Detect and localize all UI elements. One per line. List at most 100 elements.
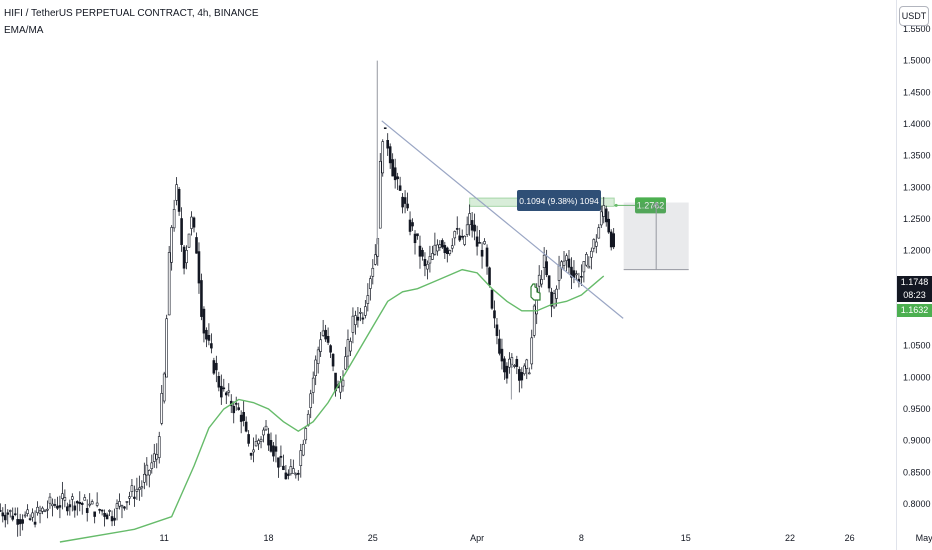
candle-body [244, 421, 248, 432]
time-axis[interactable]: 111825Apr8152226May6 [160, 533, 932, 543]
candle-body [480, 249, 484, 257]
candle-body [354, 315, 357, 325]
candle-body [599, 211, 603, 226]
candle-body [500, 348, 504, 362]
candle-body [453, 231, 457, 239]
candle-body [513, 365, 516, 367]
candle-body [182, 246, 186, 269]
candle-body [406, 203, 409, 209]
candle-body [607, 218, 611, 233]
candle-body [445, 247, 449, 255]
candle-body [364, 306, 367, 316]
candle-body [180, 218, 183, 245]
candle-body [13, 513, 17, 516]
candle-body [93, 511, 96, 517]
candle-body [418, 245, 422, 257]
candle-body [356, 316, 360, 321]
candle-body [48, 496, 52, 504]
candle-body [426, 263, 429, 270]
candle-body [373, 254, 377, 265]
candle-body [85, 508, 89, 513]
candle-body [398, 185, 402, 191]
ema-line [59, 268, 605, 543]
candle-body [254, 441, 258, 447]
candle-body [148, 470, 151, 476]
candle-body [585, 254, 588, 266]
candle-body [458, 235, 462, 241]
candle-body [450, 245, 454, 249]
measure-label: 0.1094 (9.38%) 1094 [519, 196, 599, 206]
candle-body [433, 244, 437, 255]
candle-body [455, 228, 459, 230]
candle-body [227, 390, 231, 393]
candle-body [555, 288, 558, 299]
candle-body [530, 337, 534, 365]
candle-body [88, 503, 91, 506]
candle-body [321, 330, 325, 336]
candle-body [51, 503, 54, 507]
candle-body [143, 473, 146, 483]
candle-body [264, 425, 268, 431]
time-tick-label: 18 [263, 533, 273, 543]
candle-body [609, 231, 613, 248]
currency-button[interactable]: USDT [899, 6, 929, 26]
candle-body [66, 506, 69, 512]
candle-body [100, 509, 104, 512]
candle-body [103, 512, 106, 517]
candle-body [125, 501, 129, 503]
candle-body [190, 216, 193, 229]
candle-body [242, 412, 245, 421]
time-tick-label: 25 [368, 533, 378, 543]
target-label-box[interactable] [635, 197, 666, 214]
candle-body [150, 462, 154, 469]
time-tick-label: 15 [681, 533, 691, 543]
price-tick-label: 1.3500 [903, 151, 931, 161]
candle-body [217, 375, 221, 388]
candle-body [160, 393, 164, 424]
candle-body [207, 335, 211, 341]
indicator-label[interactable]: EMA/MA [4, 25, 44, 36]
candle-body [438, 244, 442, 248]
candle-body [105, 514, 109, 520]
ema-series-line [59, 268, 605, 543]
candle-body [11, 515, 15, 520]
candle-body [71, 496, 74, 500]
candle-body [162, 373, 166, 402]
candle-body [580, 275, 583, 278]
candle-body [130, 485, 134, 492]
candle-body [274, 446, 278, 452]
candle-body [508, 358, 511, 368]
candle-body [403, 197, 407, 204]
candle-body [304, 428, 308, 441]
candle-body [324, 329, 327, 340]
candle-body [90, 501, 94, 505]
candle-body [575, 273, 578, 276]
measure-tool: 0.1094 (9.38%) 1094 [517, 190, 689, 271]
candle-body [202, 308, 206, 334]
candle-body [542, 254, 546, 268]
candle-body [155, 454, 159, 460]
candle-body [475, 236, 479, 247]
candle-body [582, 261, 586, 273]
candle-body [123, 506, 126, 509]
candle-body [587, 265, 591, 269]
candles [0, 60, 615, 537]
candle-body [378, 161, 382, 229]
candle-body [0, 510, 2, 512]
candle-body [185, 250, 188, 264]
candle-body [460, 235, 464, 238]
candle-body [401, 196, 404, 208]
trendline [381, 120, 624, 319]
candle-body [80, 502, 84, 505]
time-tick-label: 8 [579, 533, 584, 543]
candle-body [205, 329, 208, 340]
candle-body [110, 516, 114, 522]
candle-body [483, 241, 486, 245]
candle-body [547, 275, 551, 289]
candle-body [16, 519, 19, 525]
price-axis[interactable]: 1.5500 1.5000 1.4500 1.4000 1.3500 1.3000 1.25… [903, 24, 931, 509]
candle-body [262, 429, 265, 436]
candle-body [309, 393, 313, 409]
ema-price-label: 1.1632 [897, 304, 932, 317]
